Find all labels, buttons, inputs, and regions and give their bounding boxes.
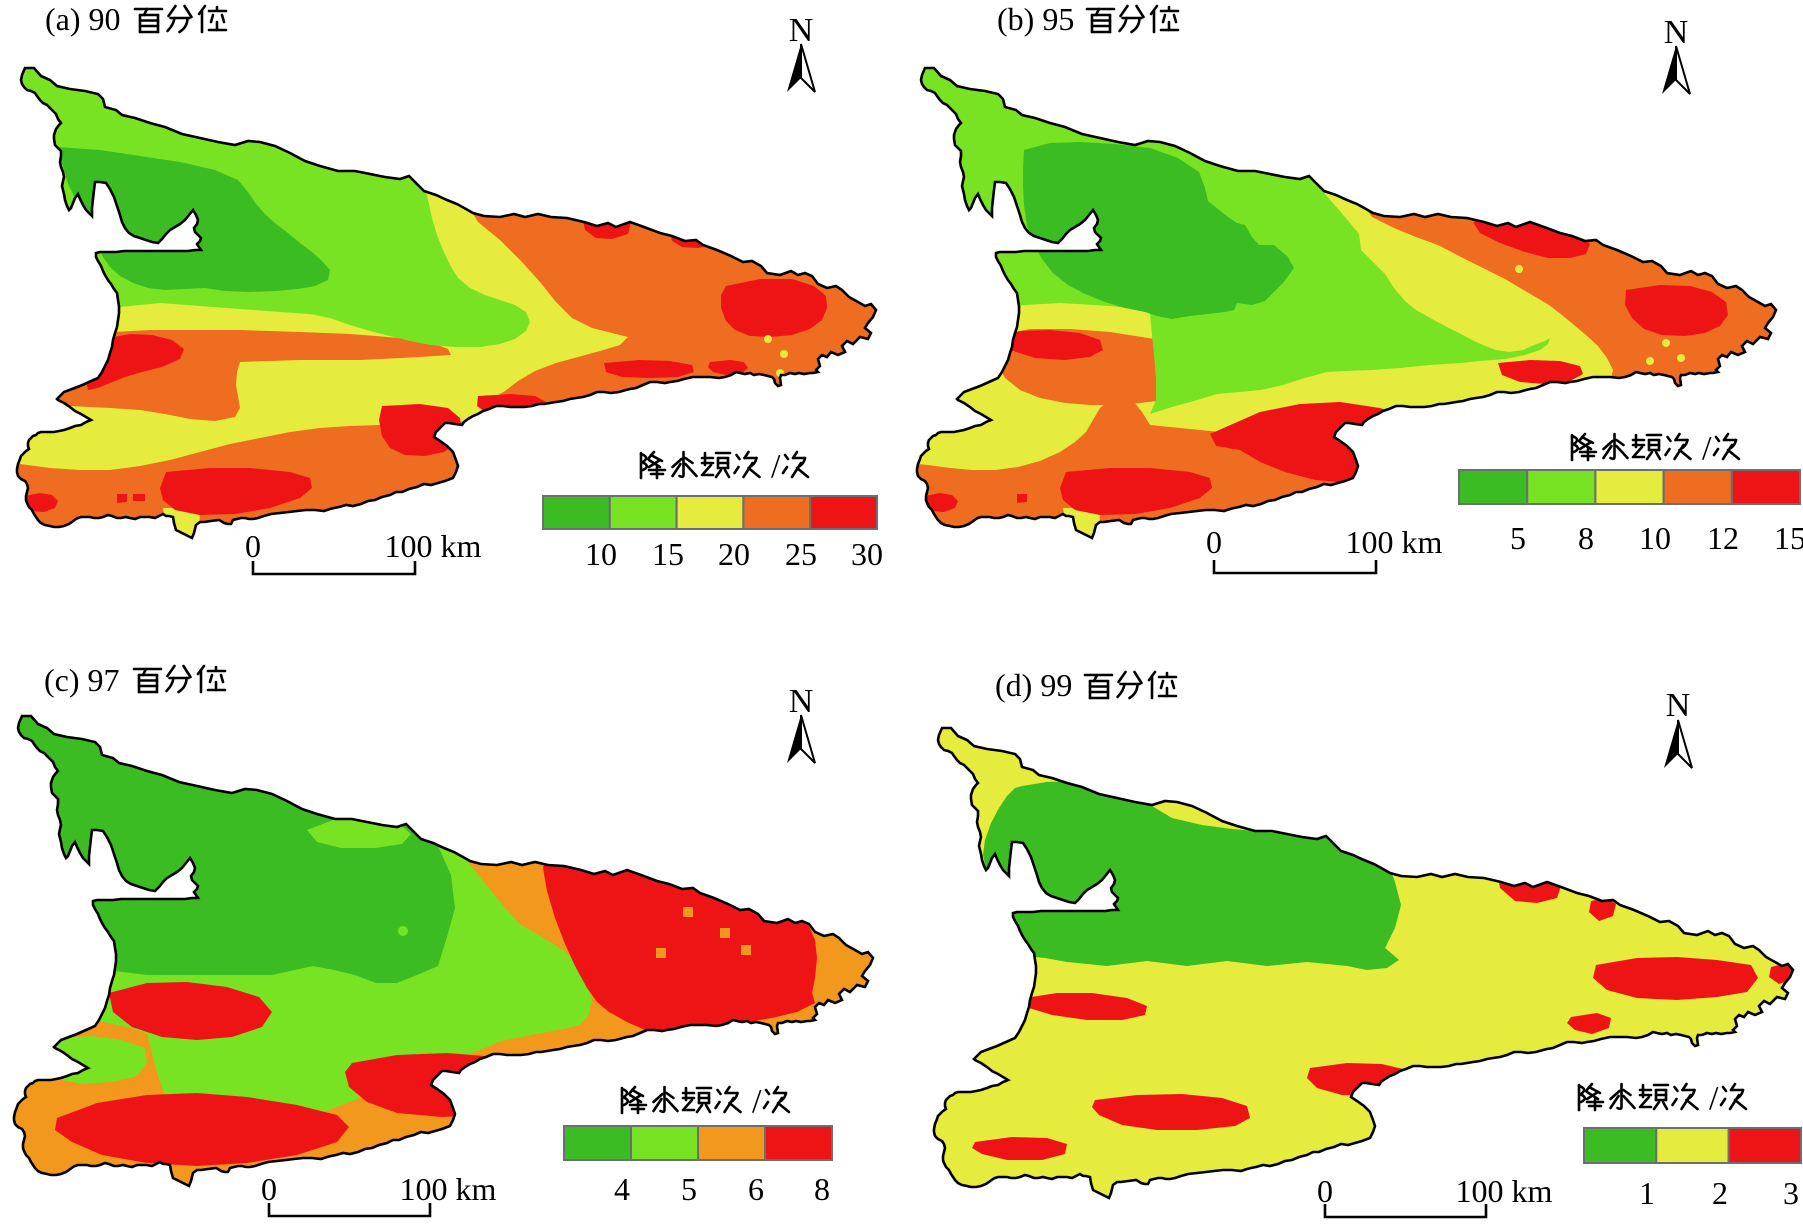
svg-text:15: 15 [1774, 520, 1803, 556]
svg-text:0: 0 [245, 528, 261, 564]
svg-text:N: N [1664, 14, 1689, 51]
svg-text:/: / [771, 448, 781, 485]
svg-text:8: 8 [814, 1171, 830, 1207]
svg-text:/: / [1709, 1080, 1719, 1117]
svg-text:12: 12 [1707, 520, 1739, 556]
svg-text:30: 30 [851, 536, 883, 572]
svg-text:1: 1 [1639, 1175, 1655, 1211]
svg-text:0: 0 [261, 1171, 277, 1207]
svg-text:0: 0 [1206, 524, 1222, 560]
svg-text:100 km: 100 km [1346, 524, 1443, 560]
svg-text:0: 0 [1317, 1173, 1333, 1209]
svg-text:/: / [1702, 430, 1712, 467]
svg-text:(c) 97: (c) 97 [44, 662, 120, 698]
svg-text:N: N [1666, 687, 1691, 724]
svg-text:(b) 95: (b) 95 [997, 1, 1074, 37]
svg-text:25: 25 [785, 536, 817, 572]
svg-text:(d) 99: (d) 99 [995, 667, 1072, 703]
svg-text:8: 8 [1578, 520, 1594, 556]
svg-text:100 km: 100 km [1456, 1173, 1553, 1209]
svg-text:/: / [752, 1083, 762, 1120]
svg-text:10: 10 [585, 536, 617, 572]
svg-text:100 km: 100 km [400, 1171, 497, 1207]
svg-text:20: 20 [718, 536, 750, 572]
svg-text:10: 10 [1639, 520, 1671, 556]
svg-text:(a) 90: (a) 90 [45, 1, 121, 37]
svg-text:5: 5 [1510, 520, 1526, 556]
svg-text:3: 3 [1783, 1175, 1799, 1211]
svg-text:6: 6 [748, 1171, 764, 1207]
svg-text:5: 5 [681, 1171, 697, 1207]
svg-text:N: N [789, 683, 814, 720]
svg-text:15: 15 [652, 536, 684, 572]
svg-text:N: N [789, 12, 814, 49]
svg-text:100 km: 100 km [385, 528, 482, 564]
svg-text:2: 2 [1712, 1175, 1728, 1211]
svg-text:4: 4 [614, 1171, 630, 1207]
